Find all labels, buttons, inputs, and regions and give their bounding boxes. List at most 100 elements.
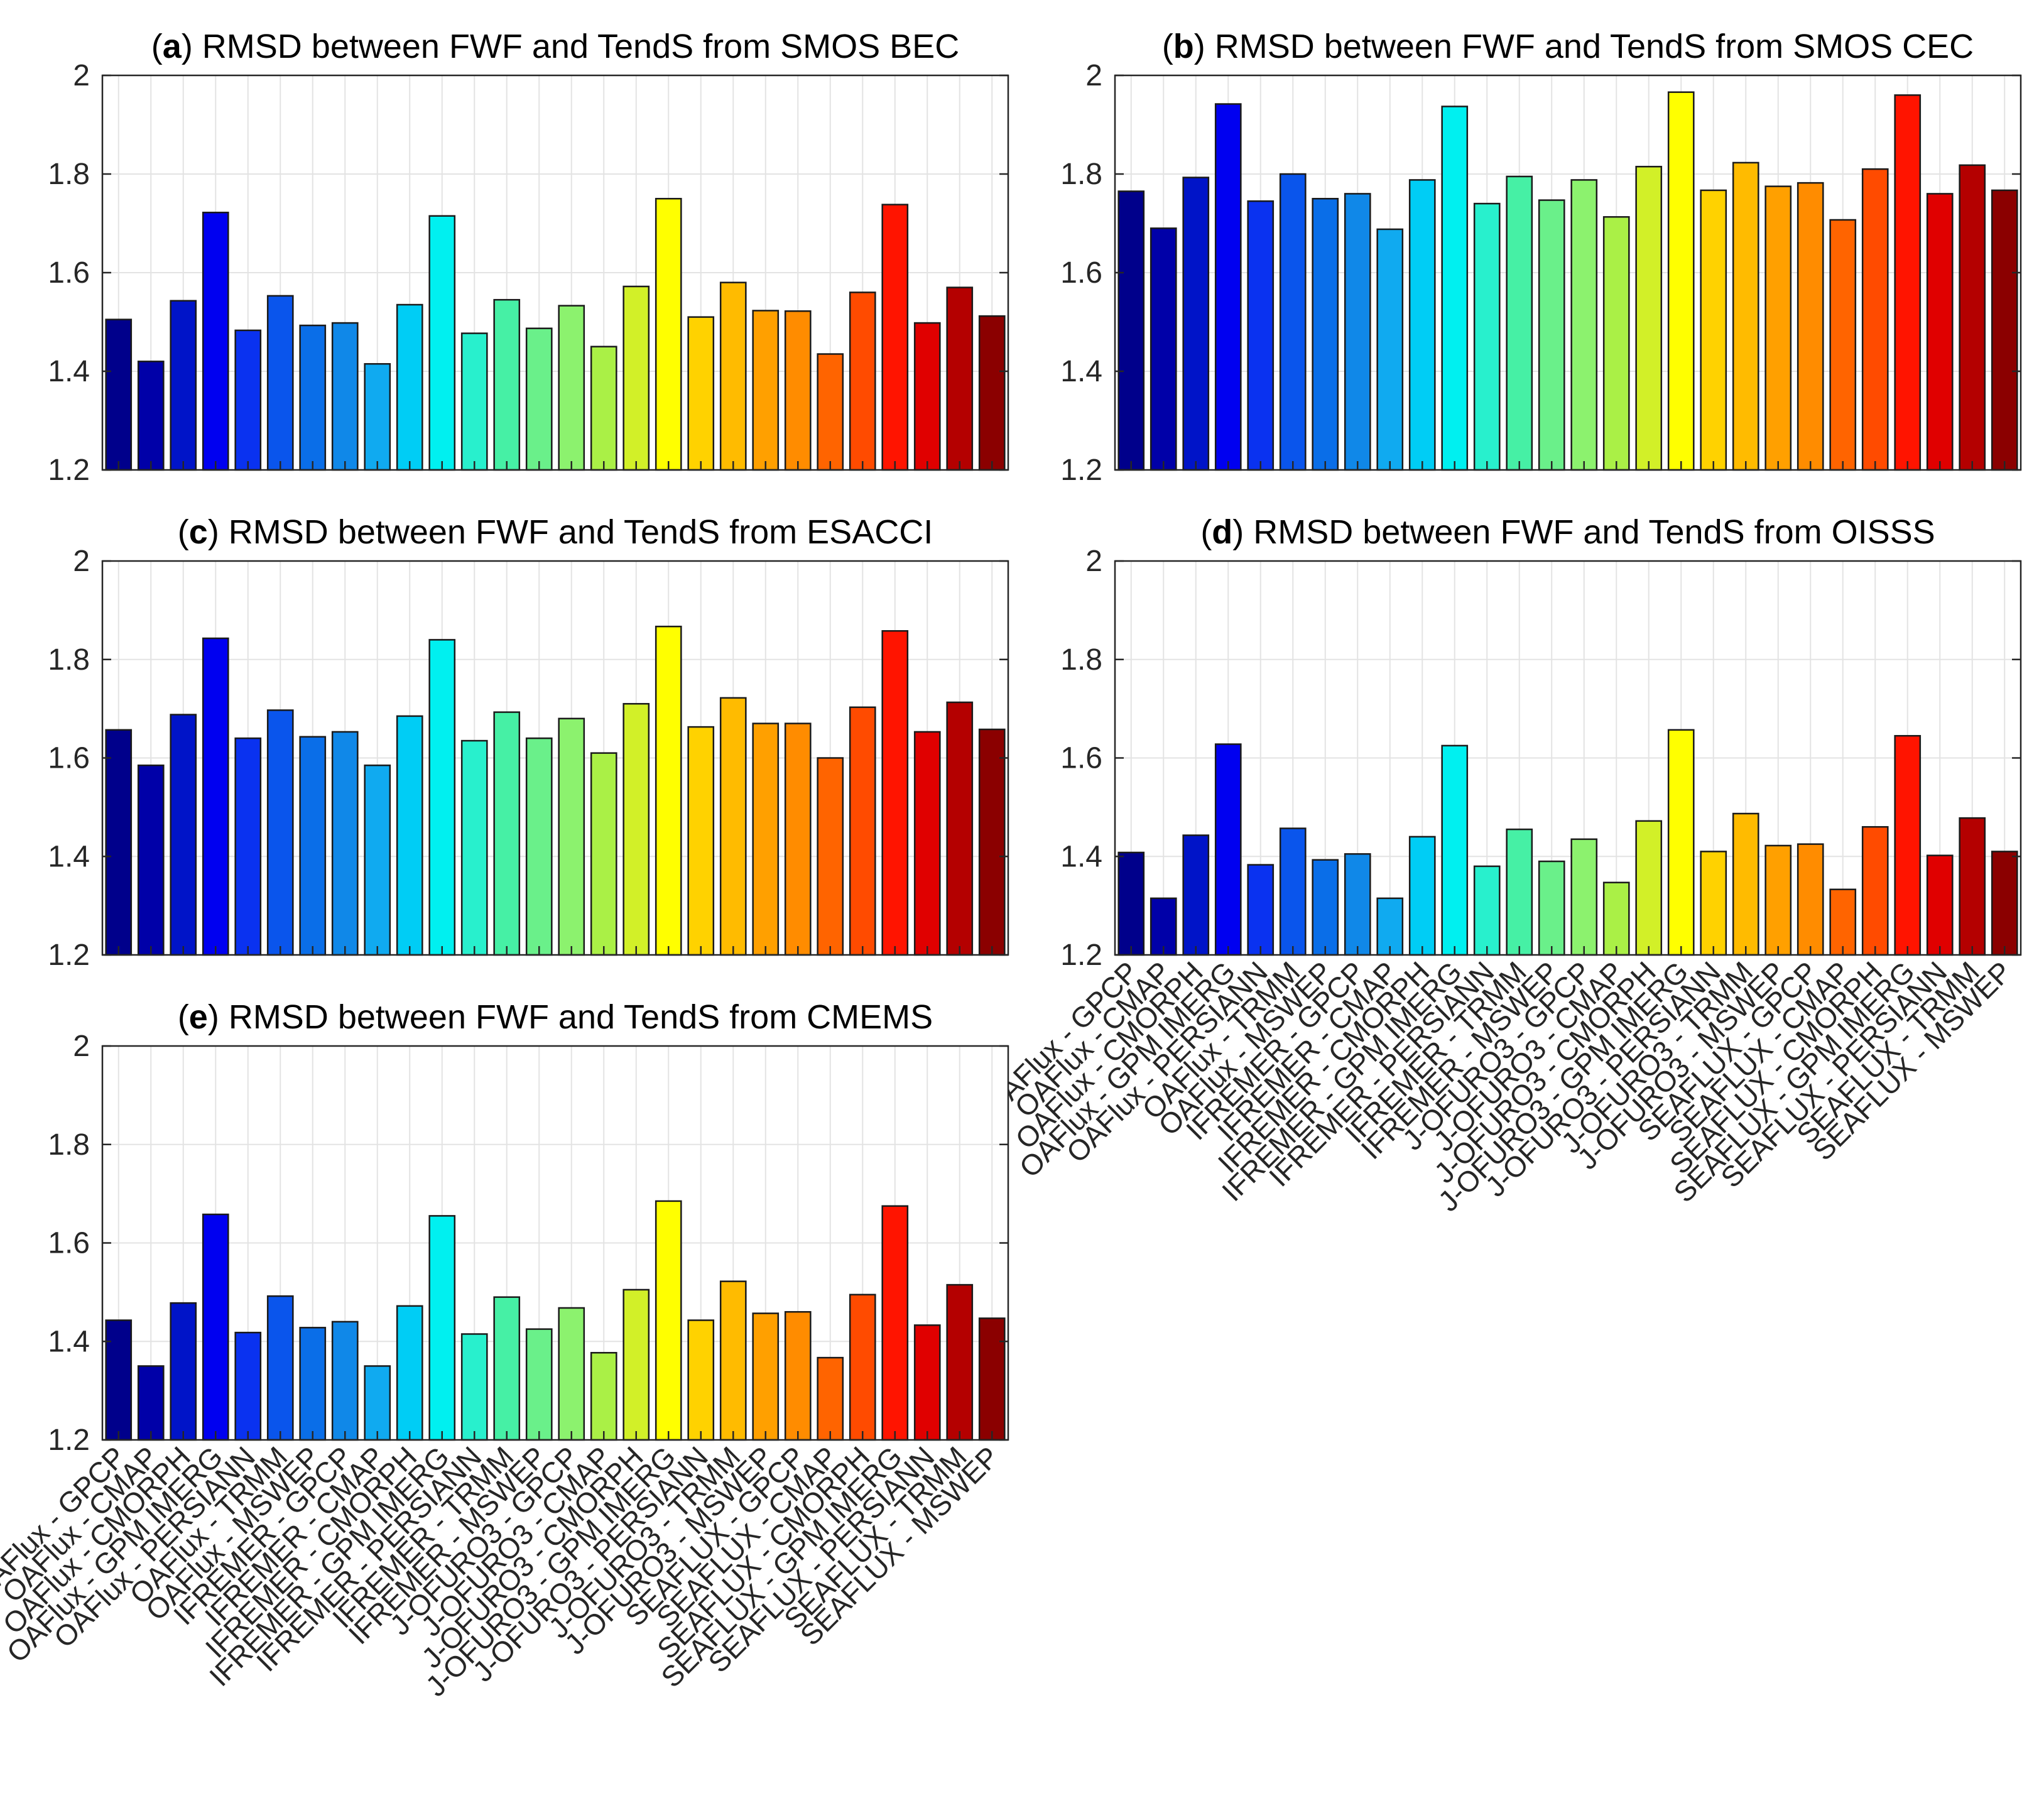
ytick-label: 1.8: [1060, 643, 1102, 677]
ytick-label: 1.2: [48, 454, 90, 487]
bar-b-4: [1214, 103, 1242, 471]
bar-c-13: [493, 711, 521, 956]
bar-c-10: [396, 715, 423, 956]
panel-title: (e) RMSD between FWF and TendS from CMEM…: [178, 998, 933, 1036]
bar-c-7: [299, 736, 327, 956]
bar-a-25: [881, 204, 909, 471]
ytick-label: 1.6: [1060, 256, 1102, 290]
title-letter: c: [189, 513, 208, 551]
bar-d-24: [1861, 825, 1889, 956]
bar-b-11: [1441, 106, 1469, 471]
ytick-label: 1.4: [1060, 355, 1102, 388]
bar-b-24: [1861, 168, 1889, 471]
ytick-label: 1.4: [48, 1325, 90, 1358]
bar-c-19: [687, 726, 715, 956]
bar-a-19: [687, 316, 715, 471]
bar-d-22: [1797, 843, 1824, 956]
bar-d-20: [1732, 812, 1759, 956]
title-letter: a: [163, 28, 182, 65]
bar-b-17: [1635, 165, 1663, 471]
bar-b-12: [1473, 202, 1501, 471]
bar-b-13: [1506, 175, 1533, 471]
ytick-label: 2: [73, 1030, 90, 1063]
bar-a-1: [105, 319, 133, 471]
bar-e-28: [978, 1317, 1006, 1441]
bar-c-1: [105, 729, 133, 956]
bar-e-14: [525, 1328, 553, 1441]
bar-b-5: [1247, 200, 1275, 471]
bar-a-9: [364, 362, 391, 471]
ytick-label: 1.6: [1060, 742, 1102, 775]
bar-e-25: [881, 1205, 909, 1441]
bar-e-26: [913, 1324, 941, 1441]
ytick-label: 1.6: [48, 1227, 90, 1260]
bar-b-7: [1312, 198, 1339, 471]
ytick-label: 1.8: [48, 158, 90, 191]
bar-b-25: [1894, 94, 1922, 471]
bar-a-27: [946, 286, 974, 471]
bar-a-18: [655, 198, 682, 471]
bar-e-17: [622, 1288, 650, 1441]
bar-b-28: [1991, 189, 2018, 471]
bar-b-22: [1797, 182, 1824, 471]
bar-e-18: [655, 1200, 682, 1441]
bar-d-3: [1182, 834, 1210, 956]
bar-d-2: [1150, 897, 1177, 956]
ytick-label: 1.6: [48, 256, 90, 290]
bar-b-18: [1667, 91, 1695, 471]
bar-d-27: [1959, 817, 1986, 956]
panel-c: 1.2 1.4 1.6 1.8 2 (c) RMSD between FWF and Te…: [48, 513, 1009, 972]
bar-a-6: [266, 295, 294, 471]
panel-a: 1.2 1.4 1.6 1.8 2 (a) RMSD between FWF and Te…: [48, 28, 1009, 487]
bar-c-3: [170, 714, 197, 956]
bar-e-13: [493, 1296, 521, 1441]
bar-a-24: [849, 291, 876, 471]
bar-a-15: [558, 305, 585, 471]
bar-c-26: [913, 731, 941, 956]
bar-a-12: [460, 332, 488, 471]
bar-c-16: [590, 752, 617, 956]
ytick-label: 1.2: [48, 939, 90, 972]
bar-a-23: [817, 353, 844, 471]
bar-d-28: [1991, 851, 2018, 956]
ytick-label: 1.2: [48, 1424, 90, 1457]
ytick-label: 1.8: [48, 643, 90, 677]
bar-c-23: [817, 757, 844, 956]
bar-d-10: [1408, 836, 1436, 956]
bar-b-6: [1279, 173, 1307, 471]
bar-e-5: [234, 1331, 262, 1441]
panel-title: (a) RMSD between FWF and TendS from SMOS…: [151, 28, 959, 65]
bar-c-25: [881, 630, 909, 956]
bar-a-21: [752, 310, 780, 471]
bar-e-23: [817, 1356, 844, 1441]
bar-e-16: [590, 1352, 617, 1441]
bar-c-28: [978, 728, 1006, 956]
title-text: ) RMSD between FWF and TendS from SMOS B…: [182, 28, 959, 65]
bar-d-21: [1764, 844, 1792, 956]
bar-a-3: [170, 300, 197, 471]
title-prefix: (: [151, 28, 163, 65]
panel-e: 1.2 1.4 1.6 1.8 2 (e) RMSD between FWF and Te…: [0, 998, 1009, 1702]
bar-d-6: [1279, 827, 1307, 956]
bar-d-13: [1506, 828, 1533, 956]
title-letter: d: [1212, 513, 1232, 551]
bar-d-16: [1602, 881, 1630, 956]
bar-a-10: [396, 303, 423, 471]
bar-b-26: [1926, 193, 1954, 471]
bar-b-10: [1408, 179, 1436, 471]
bar-d-8: [1344, 853, 1371, 956]
bar-b-16: [1602, 216, 1630, 471]
bar-c-2: [137, 765, 165, 956]
panel-title: (d) RMSD between FWF and TendS from OISS…: [1200, 513, 1935, 551]
bar-e-12: [460, 1333, 488, 1441]
bar-e-15: [558, 1307, 585, 1441]
bar-c-11: [428, 639, 456, 956]
title-prefix: (: [1162, 28, 1173, 65]
bar-a-8: [331, 322, 359, 471]
bar-e-21: [752, 1312, 780, 1441]
bar-c-18: [655, 625, 682, 956]
bar-b-2: [1150, 227, 1177, 471]
bar-e-19: [687, 1319, 715, 1441]
title-prefix: (: [1200, 513, 1212, 551]
